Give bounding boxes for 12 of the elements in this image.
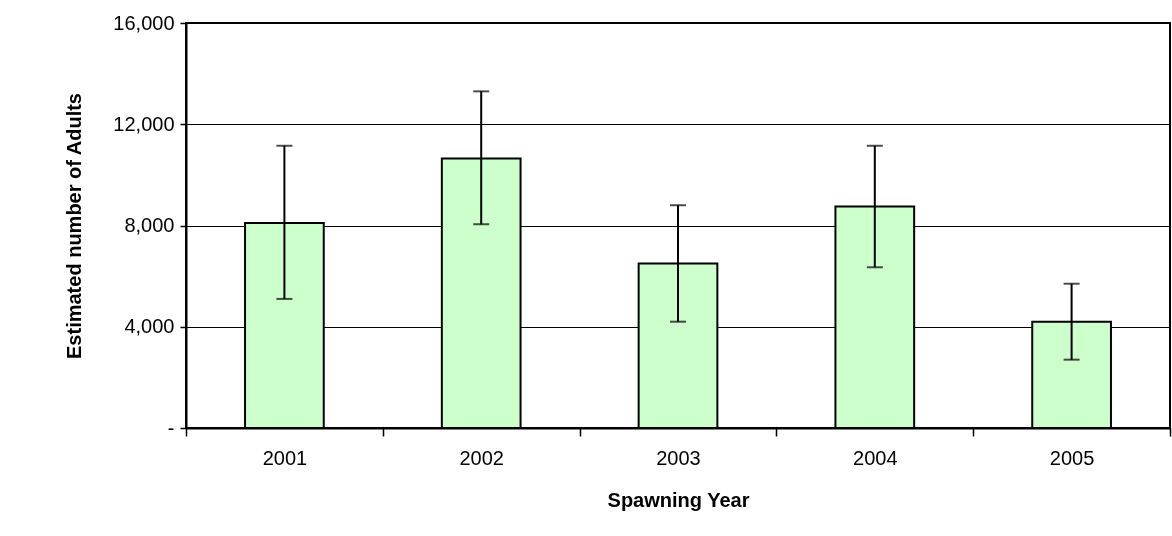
x-tick-label: 2004 — [853, 446, 898, 469]
y-axis-title: Estimated number of Adults — [63, 93, 86, 359]
y-tick-label: 8,000 — [124, 214, 175, 236]
y-tick-label: 12,000 — [113, 112, 175, 135]
x-axis-title: Spawning Year — [607, 488, 750, 511]
y-tick-label: - — [167, 416, 175, 439]
x-tick-label: 2001 — [262, 446, 308, 469]
y-tick-label: 16,000 — [113, 11, 175, 34]
x-tick-label: 2002 — [459, 446, 504, 469]
y-tick-label: 4,000 — [124, 315, 175, 338]
x-tick-label: 2003 — [656, 446, 701, 469]
x-tick-label: 2005 — [1049, 446, 1095, 469]
